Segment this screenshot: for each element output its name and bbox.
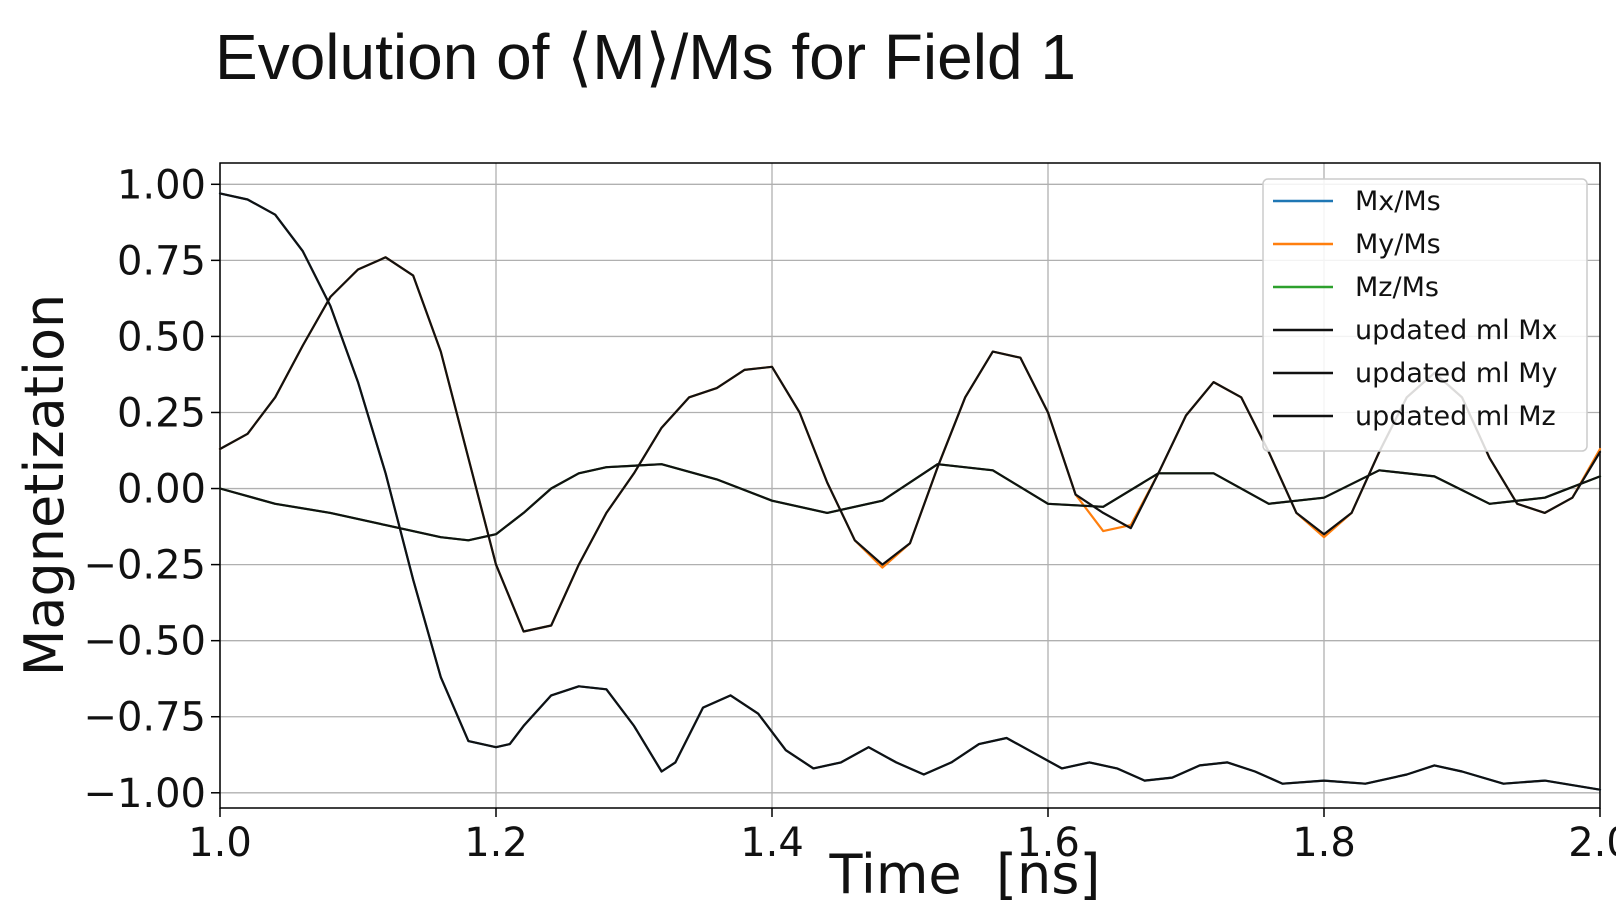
y-tick-label: −0.25 xyxy=(83,543,206,589)
plot-area xyxy=(219,162,1601,809)
legend: Mx/Ms My/Ms Mz/Ms updated ml Mx updated ml M… xyxy=(1262,178,1588,452)
series-line-6 xyxy=(218,463,1602,542)
y-tick-label: −0.75 xyxy=(83,695,206,741)
x-axis-label: Time [ns] xyxy=(829,843,1101,906)
legend-label: My/Ms xyxy=(1355,229,1441,260)
x-tick-label: 1.6 xyxy=(1016,820,1080,866)
legend-label: updated ml Mx xyxy=(1355,315,1558,346)
x-tick-label: 1.4 xyxy=(740,820,804,866)
series-lines xyxy=(218,192,1602,791)
legend-label: Mx/Ms xyxy=(1355,186,1441,217)
y-tick-label: 0.00 xyxy=(117,467,206,513)
y-tick-label: 0.25 xyxy=(117,390,206,436)
y-axis-label: Magnetization xyxy=(13,294,76,676)
y-tick-label: −1.00 xyxy=(83,771,206,817)
legend-label: Mz/Ms xyxy=(1355,272,1439,303)
legend-label: updated ml My xyxy=(1355,358,1558,389)
y-tick-label: 1.00 xyxy=(117,162,206,208)
x-tick-label: 1.2 xyxy=(464,820,528,866)
axis-ticks: 1.0 1.2 1.4 1.6 1.8 2.0 1.00 0.75 0.50 0.25 0.00 −0… xyxy=(83,162,1616,866)
x-tick-label: 1.0 xyxy=(188,820,252,866)
y-tick-label: 0.75 xyxy=(117,238,206,284)
x-tick-label: 1.8 xyxy=(1292,820,1356,866)
chart-title: Evolution of ⟨M⟩/Ms for Field 1 xyxy=(215,21,1076,93)
legend-label: updated ml Mz xyxy=(1355,401,1556,432)
x-tick-label: 2.0 xyxy=(1568,820,1616,866)
series-line-4 xyxy=(218,192,1602,791)
y-tick-label: 0.50 xyxy=(117,314,206,360)
y-tick-label: −0.50 xyxy=(83,619,206,665)
series-line-3 xyxy=(218,463,1602,542)
series-line-5 xyxy=(218,256,1602,633)
legend-box xyxy=(1262,178,1588,452)
